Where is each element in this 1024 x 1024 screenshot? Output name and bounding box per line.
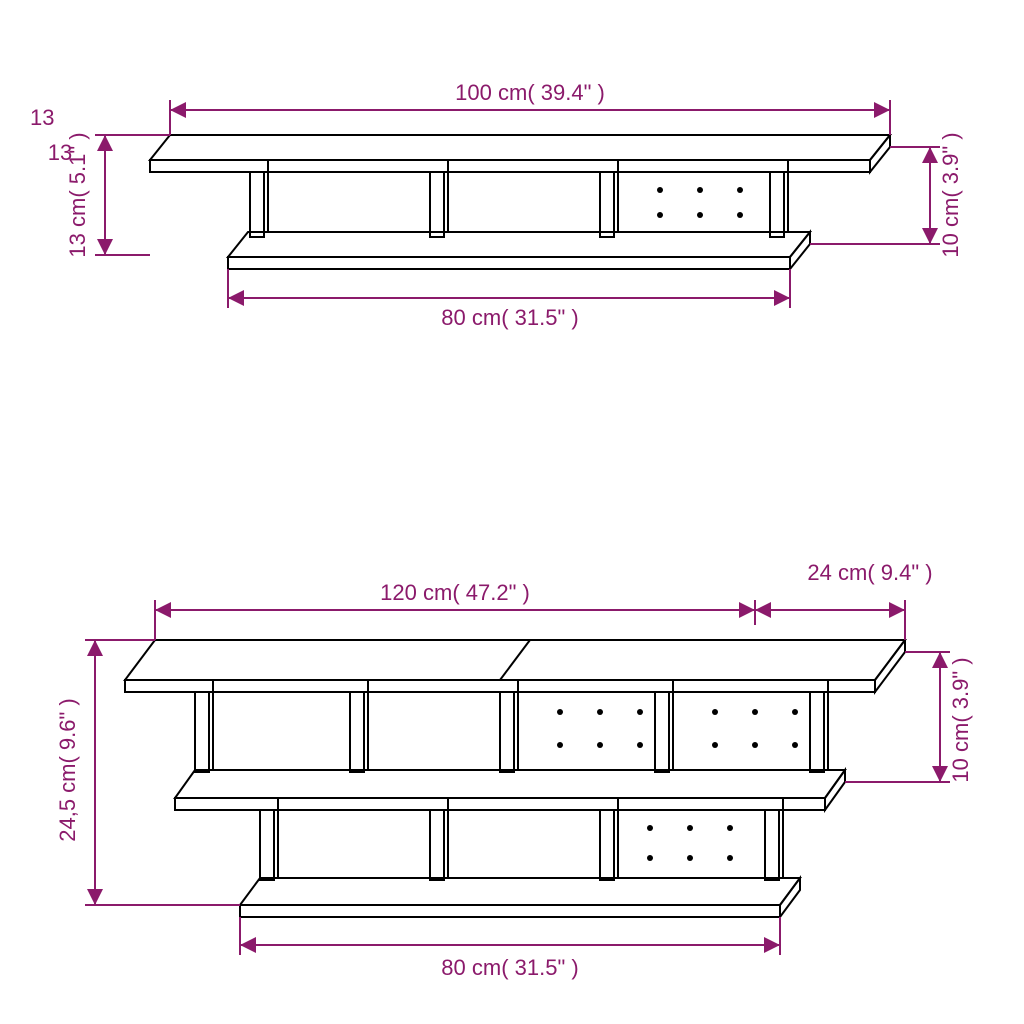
top-right-height-label: 10 cm( 3.9" ) [938, 132, 963, 257]
svg-text:13 cm( 5.1" ): 13 cm( 5.1" ) [65, 132, 90, 257]
dim-top-width: 100 cm( 39.4" ) [455, 80, 605, 105]
dim-bot-right-h: 10 cm( 3.9" ) [948, 657, 973, 782]
technical-drawing: 100 cm( 39.4" ) 80 cm( 31.5" ) 13 13 13 … [0, 0, 1024, 1024]
dim-bot-width-top: 120 cm( 47.2" ) [380, 580, 530, 605]
dim-bot-left-h: 24,5 cm( 9.6" ) [55, 698, 80, 842]
dim-bot-depth: 24 cm( 9.4" ) [807, 560, 932, 585]
svg-text:10 cm( 3.9" ): 10 cm( 3.9" ) [938, 132, 963, 257]
bottom-unit: 120 cm( 47.2" ) 24 cm( 9.4" ) 80 cm( 31.… [55, 560, 973, 980]
top-unit: 100 cm( 39.4" ) 80 cm( 31.5" ) 13 13 [30, 80, 890, 330]
svg-text:13: 13 [30, 105, 54, 130]
top-left-height-label: 13 cm( 5.1" ) [65, 132, 90, 257]
dim-bot-width-bottom: 80 cm( 31.5" ) [441, 955, 578, 980]
dim-top-bottom-width: 80 cm( 31.5" ) [441, 305, 578, 330]
